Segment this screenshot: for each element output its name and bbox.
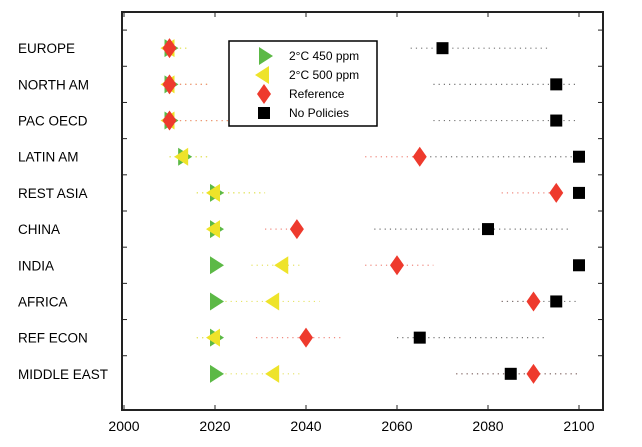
legend-box (228, 40, 378, 127)
y-tick-label: AFRICA (18, 294, 68, 309)
legend-triangle-left-icon (255, 66, 269, 84)
legend-label: No Policies (289, 106, 349, 120)
y-tick-label: LATIN AM (18, 150, 79, 165)
marker-diamond-china (289, 219, 304, 240)
marker-diamond-latin-am (412, 146, 427, 167)
y-axis: EUROPE NORTH AM PAC OECD LATIN AM REST ASIA C… (18, 29, 603, 382)
marker-diamond-rest-asia (549, 182, 564, 203)
x-tick-label: 2000 (108, 418, 139, 434)
marker-square-africa (550, 295, 563, 308)
legend-label: Reference (289, 87, 345, 101)
x-tick-label: 2040 (290, 418, 321, 434)
marker-diamond-africa (526, 291, 541, 312)
x-axis: 2000 2020 2040 2060 2080 2100 (108, 12, 595, 434)
legend-label: 2°C 450 ppm (289, 49, 359, 63)
marker-square-europe (436, 42, 449, 55)
marker-square-india (573, 259, 585, 272)
marker-square-ref-econ (413, 331, 426, 344)
marker-square-pac-oecd (550, 114, 563, 127)
marker-diamond-ref-econ (299, 327, 313, 348)
legend-diamond-icon (257, 84, 271, 104)
y-tick-label: NORTH AM (18, 77, 89, 92)
legend-triangle-right-icon (259, 47, 273, 65)
y-tick-label: REF ECON (18, 331, 88, 346)
legend-label: 2°C 500 ppm (289, 68, 359, 82)
marker-square-middle-east (504, 367, 517, 380)
marker-triangle-left-rest-asia (206, 183, 220, 202)
marker-triangle-right-india (210, 256, 224, 275)
marker-triangle-right-africa (210, 292, 224, 311)
marker-triangle-right-middle-east (210, 364, 224, 383)
y-tick-label: INDIA (18, 258, 54, 273)
legend-square-icon (258, 107, 270, 119)
marker-diamond-europe (162, 38, 177, 59)
marker-square-rest-asia (573, 186, 585, 199)
marker-diamond-middle-east (526, 363, 541, 384)
x-tick-label: 2020 (199, 418, 230, 434)
y-tick-label: PAC OECD (18, 114, 88, 129)
marker-triangle-left-china (206, 220, 220, 239)
marker-square-china (482, 223, 494, 236)
legend: 2°C 450 ppm 2°C 500 ppm Reference No Polici… (228, 40, 378, 127)
marker-diamond-india (390, 255, 404, 276)
marker-square-latin-am (573, 150, 585, 163)
x-tick-label: 2100 (563, 418, 594, 434)
data-markers (160, 38, 585, 384)
marker-diamond-pac-oecd (162, 110, 177, 131)
marker-triangle-left-india (274, 256, 289, 275)
x-tick-label: 2060 (381, 418, 412, 434)
marker-diamond-north-am (162, 74, 177, 95)
marker-square-north-am (550, 78, 563, 91)
marker-triangle-left-africa (265, 292, 280, 311)
marker-triangle-left-latin-am (174, 147, 189, 166)
marker-triangle-left-ref-econ (206, 328, 220, 347)
x-tick-label: 2080 (472, 418, 503, 434)
y-tick-label: EUROPE (18, 41, 75, 56)
marker-triangle-left-middle-east (265, 364, 280, 383)
y-tick-label: CHINA (18, 222, 60, 237)
y-tick-label: REST ASIA (18, 186, 88, 201)
y-tick-label: MIDDLE EAST (18, 367, 108, 382)
